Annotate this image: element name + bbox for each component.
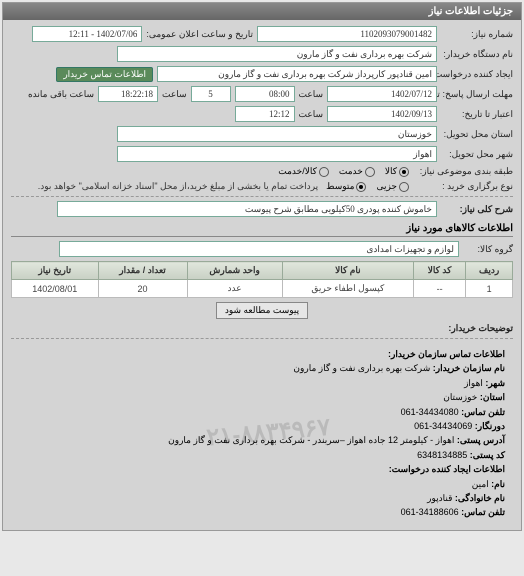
announce-field[interactable] bbox=[32, 26, 142, 42]
remain-days-field[interactable] bbox=[191, 86, 231, 102]
contact-info-button[interactable]: اطلاعات تماس خریدار bbox=[56, 67, 153, 82]
need-no-field[interactable] bbox=[257, 26, 437, 42]
c-rphone: 34188606-061 bbox=[401, 507, 459, 517]
city-field[interactable] bbox=[117, 146, 437, 162]
validity-label: اعتبار تا تاریخ: bbox=[441, 109, 513, 120]
table-header: نام کالا bbox=[282, 262, 413, 280]
c-postal: 6348134885 bbox=[417, 450, 467, 460]
purchase-type-group: جزیی متوسط bbox=[326, 181, 409, 192]
province-label: استان محل تحویل: bbox=[441, 129, 513, 140]
pt-medium-radio[interactable]: متوسط bbox=[326, 181, 366, 192]
c-city-label: شهر: bbox=[485, 378, 505, 388]
table-header: کد کالا bbox=[413, 262, 465, 280]
goods-section-title: اطلاعات کالاهای مورد نیاز bbox=[11, 223, 513, 237]
attachment-button[interactable]: پیوست مطالعه شود bbox=[216, 302, 308, 319]
table-cell: کپسول اطفاء حریق bbox=[282, 280, 413, 298]
radio-icon bbox=[399, 182, 409, 192]
purchase-type-label: نوع برگزاری خرید : bbox=[413, 181, 513, 192]
c-org: شرکت بهره برداری نفت و گاز مارون bbox=[293, 363, 430, 373]
time-label-3: ساعت bbox=[299, 109, 324, 120]
deadline-date-field[interactable] bbox=[327, 86, 437, 102]
req-header: اطلاعات ایجاد کننده درخواست: bbox=[389, 464, 505, 474]
city-label: شهر محل تحویل: bbox=[441, 149, 513, 160]
remain-time-field[interactable] bbox=[98, 86, 158, 102]
radio-icon bbox=[399, 167, 409, 177]
pt-partial-radio[interactable]: جزیی bbox=[376, 181, 409, 192]
radio-icon bbox=[365, 167, 375, 177]
requester-field[interactable] bbox=[157, 66, 437, 82]
c-org-label: نام سازمان خریدار: bbox=[433, 363, 505, 373]
c-phone-label: تلفن تماس: bbox=[461, 407, 505, 417]
need-title-label: شرح کلی نیاز: bbox=[441, 204, 513, 215]
validity-date-field[interactable] bbox=[327, 106, 437, 122]
contact-header: اطلاعات تماس سازمان خریدار: bbox=[388, 349, 505, 359]
table-cell: 1 bbox=[466, 280, 513, 298]
group-field[interactable] bbox=[59, 241, 459, 257]
desc-label: توضیحات خریدار: bbox=[448, 323, 513, 334]
table-cell: -- bbox=[413, 280, 465, 298]
time-label-2: ساعت bbox=[162, 89, 187, 100]
table-header: تاریخ نیاز bbox=[12, 262, 99, 280]
radio-icon bbox=[319, 167, 329, 177]
class-service-radio[interactable]: خدمت bbox=[339, 166, 375, 177]
validity-time-field[interactable] bbox=[235, 106, 295, 122]
class-both-radio[interactable]: کالا/خدمت bbox=[278, 166, 329, 177]
c-name: امین bbox=[472, 479, 489, 489]
separator-2 bbox=[11, 338, 513, 339]
c-address: اهواز - کیلومتر 12 جاده اهواز –سربندر - … bbox=[168, 435, 454, 445]
c-province-label: استان: bbox=[480, 392, 505, 402]
separator bbox=[11, 196, 513, 197]
c-city: اهواز bbox=[464, 378, 483, 388]
group-label: گروه کالا: bbox=[463, 244, 513, 255]
contact-section: ۰۲۱-۸۸۳۴۹۶۷ اطلاعات تماس سازمان خریدار: … bbox=[11, 343, 513, 524]
c-phone: 34434080-061 bbox=[401, 407, 459, 417]
c-postal-label: کد پستی: bbox=[470, 450, 505, 460]
table-header: تعداد / مقدار bbox=[98, 262, 187, 280]
need-details-panel: جزئیات اطلاعات نیاز شماره نیاز: تاریخ و … bbox=[2, 2, 522, 531]
deadline-time-field[interactable] bbox=[235, 86, 295, 102]
time-label-1: ساعت bbox=[299, 89, 324, 100]
c-rphone-label: تلفن تماس: bbox=[461, 507, 505, 517]
requester-label: ایجاد کننده درخواست: bbox=[441, 69, 513, 80]
table-header: واحد شمارش bbox=[187, 262, 282, 280]
purchase-note: پرداخت تمام یا بخشی از مبلغ خرید،از محل … bbox=[38, 181, 318, 192]
table-cell: 1402/08/01 bbox=[12, 280, 99, 298]
province-field[interactable] bbox=[117, 126, 437, 142]
c-fax: 34434069-061 bbox=[414, 421, 472, 431]
need-title-field[interactable] bbox=[57, 201, 437, 217]
need-no-label: شماره نیاز: bbox=[441, 29, 513, 40]
c-address-label: آدرس پستی: bbox=[457, 435, 505, 445]
class-label: طبقه بندی موضوعی نیاز: bbox=[413, 166, 513, 177]
class-radio-group: کالا خدمت کالا/خدمت bbox=[278, 166, 409, 177]
c-province: خوزستان bbox=[443, 392, 477, 402]
form-section: شماره نیاز: تاریخ و ساعت اعلان عمومی: نا… bbox=[3, 20, 521, 530]
goods-table: ردیفکد کالانام کالاواحد شمارشتعداد / مقد… bbox=[11, 261, 513, 298]
table-cell: 20 bbox=[98, 280, 187, 298]
c-name-label: نام: bbox=[491, 479, 505, 489]
remain-time-label: ساعت باقی مانده bbox=[28, 89, 94, 100]
c-lname-label: نام خانوادگی: bbox=[455, 493, 505, 503]
table-cell: عدد bbox=[187, 280, 282, 298]
deadline-label: مهلت ارسال پاسخ: تا تاریخ: bbox=[441, 89, 513, 100]
table-row: 1--کپسول اطفاء حریقعدد201402/08/01 bbox=[12, 280, 513, 298]
panel-title: جزئیات اطلاعات نیاز bbox=[3, 3, 521, 20]
radio-icon bbox=[356, 182, 366, 192]
c-fax-label: دورنگار: bbox=[475, 421, 505, 431]
c-lname: قنادپور bbox=[427, 493, 452, 503]
buyer-org-field[interactable] bbox=[117, 46, 437, 62]
table-header: ردیف bbox=[466, 262, 513, 280]
buyer-org-label: نام دستگاه خریدار: bbox=[441, 49, 513, 60]
class-goods-radio[interactable]: کالا bbox=[385, 166, 409, 177]
announce-label: تاریخ و ساعت اعلان عمومی: bbox=[146, 29, 253, 40]
